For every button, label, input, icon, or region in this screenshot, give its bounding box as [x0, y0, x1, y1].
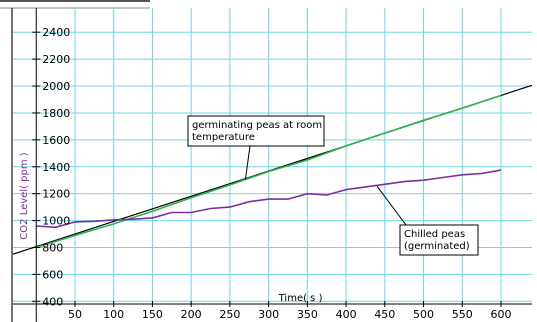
series-line-2 — [36, 169, 502, 229]
annotation-box — [187, 115, 325, 147]
y-tick-label: 1400 — [42, 161, 70, 174]
x-tick-labels: 50 100 150 200 250 300 350 400 450 500 550 600 — [68, 308, 512, 321]
annotation-text: (germinated) — [404, 241, 470, 252]
y-tick-label: 2200 — [42, 53, 70, 66]
y-tick-label: 1800 — [42, 107, 70, 120]
x-tick-label: 300 — [258, 308, 279, 321]
x-tick-label: 600 — [491, 308, 512, 321]
x-tick-label: 450 — [374, 308, 395, 321]
x-tick-label: 350 — [297, 308, 318, 321]
y-tick-label: 2000 — [42, 80, 70, 93]
axes — [13, 8, 532, 322]
x-tick-label: 550 — [452, 308, 473, 321]
x-tick-label: 400 — [336, 308, 357, 321]
annotation-pointer — [376, 185, 407, 226]
y-tick-label: 1600 — [42, 134, 70, 147]
y-tick-label: 800 — [42, 241, 63, 254]
annotation-pointer — [244, 145, 251, 180]
x-axis-label: Time( s ) — [278, 293, 323, 304]
annotation-text: Chilled peas — [404, 229, 465, 240]
series-group — [35, 94, 502, 249]
x-tick-label: 250 — [219, 308, 240, 321]
series-line-1 — [35, 94, 502, 249]
y-tick-label: 600 — [42, 268, 63, 281]
x-tick-label: 500 — [413, 308, 434, 321]
x-tick-label: 150 — [142, 308, 163, 321]
y-tick-label: 400 — [42, 295, 63, 308]
x-tick-label: 200 — [181, 308, 202, 321]
x-tick-label: 50 — [68, 308, 82, 321]
y-axis-label: CO2 Level( ppm ) — [19, 152, 30, 239]
y-tick-label: 1000 — [42, 215, 70, 228]
annotation-box — [399, 224, 479, 256]
y-tick-label: 2400 — [42, 26, 70, 39]
x-tick-label: 100 — [103, 308, 124, 321]
y-tick-label: 1200 — [42, 188, 70, 201]
annotation-text: temperature — [192, 132, 255, 143]
y-tick-labels: 400 600 800 1000 1200 1400 1600 1800 2000 2200 240… — [42, 26, 70, 308]
annotation-text: germinating peas at room — [192, 120, 322, 131]
